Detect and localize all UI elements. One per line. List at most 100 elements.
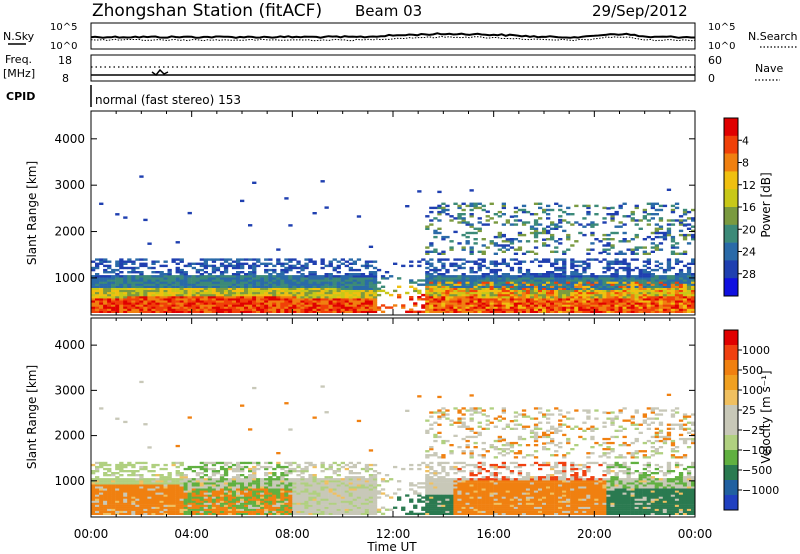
power-cell [175,277,180,280]
power-cell [368,293,374,297]
power-cell [183,296,188,299]
power-colorbar-label: Power [dB] [759,172,773,237]
power-cell [529,281,535,284]
velocity-cell [151,478,156,481]
power-cell [441,302,446,305]
power-cell [674,285,680,288]
velocity-cell [119,486,124,489]
velocity-cell [324,480,329,483]
power-cell [171,281,176,284]
velocity-cell [115,512,120,515]
power-cell [187,262,192,265]
velocity-cell [115,478,120,481]
power-cell [610,217,615,220]
power-cell [376,268,382,272]
velocity-cell [300,476,305,479]
velocity-cell [300,512,305,515]
power-cell [691,296,696,299]
power-cell [344,310,349,313]
velocity-cell [175,486,180,489]
power-cell [501,308,506,311]
power-cell [308,283,313,286]
power-cell [513,281,519,284]
power-cell [670,246,676,249]
velocity-cell [151,502,156,505]
power-cell [409,308,414,311]
velocity-cell [207,510,213,513]
power-cell [505,244,510,247]
velocity-cell [215,508,221,511]
power-cell [513,283,519,286]
power-cell [368,304,374,307]
power-cell [227,281,233,284]
power-cell [542,291,547,295]
power-cell [650,206,655,210]
power-cell [211,260,217,263]
power-cell [111,289,116,293]
velocity-cell [91,498,96,501]
power-cell [477,296,482,299]
power-cell [497,298,502,301]
power-cell [332,300,337,303]
power-cell [562,285,567,288]
power-cell [360,293,366,297]
power-cell [570,291,575,295]
power-cell [95,287,100,290]
power-cell [91,296,96,299]
power-cell [231,293,237,297]
velocity-cell [131,478,136,481]
power-cell [203,283,208,286]
power-cell [674,310,680,313]
power-cell [501,283,506,286]
power-cell [497,233,502,237]
power-cell [276,310,281,313]
power-cell [550,208,555,212]
power-cell [163,275,168,278]
power-cell [509,291,515,295]
power-cell [264,293,269,297]
power-cell [300,308,305,311]
power-cell [131,308,136,311]
power-cell [638,308,643,311]
velocity-cell [300,510,305,513]
power-cell [457,206,462,210]
power-cell [634,277,639,280]
power-cell [425,277,430,280]
power-cell [127,306,132,309]
velocity-cell [248,486,253,489]
velocity-cell [179,512,184,515]
power-cell [155,310,160,313]
velocity-cell [211,506,217,509]
power-cell [364,285,370,288]
power-cell [497,293,502,297]
velocity-cell [256,508,261,511]
power-cell [135,298,140,301]
power-cell [360,308,366,311]
power-cell [630,275,635,278]
power-cell [525,306,531,309]
velocity-cell [276,506,281,509]
power-cell [465,296,470,299]
power-cell [115,296,120,299]
velocity-cell [203,480,208,483]
power-cell [614,289,619,293]
power-cell [151,271,156,274]
velocity-cell [236,467,241,471]
power-cell [296,298,301,301]
power-cell [554,283,559,286]
velocity-cell [203,474,208,477]
velocity-cell [175,488,180,491]
velocity-cell [151,512,156,515]
power-cell [260,300,265,303]
velocity-cell [103,512,108,515]
velocity-cell [207,490,213,493]
velocity-cell [272,492,277,495]
power-cell [348,310,353,313]
power-cell [477,202,482,205]
velocity-cell [179,510,184,513]
power-cell [554,260,559,263]
velocity-cell [175,490,180,493]
velocity-cell [227,492,233,495]
power-cell [550,289,555,293]
velocity-cell [99,504,104,507]
